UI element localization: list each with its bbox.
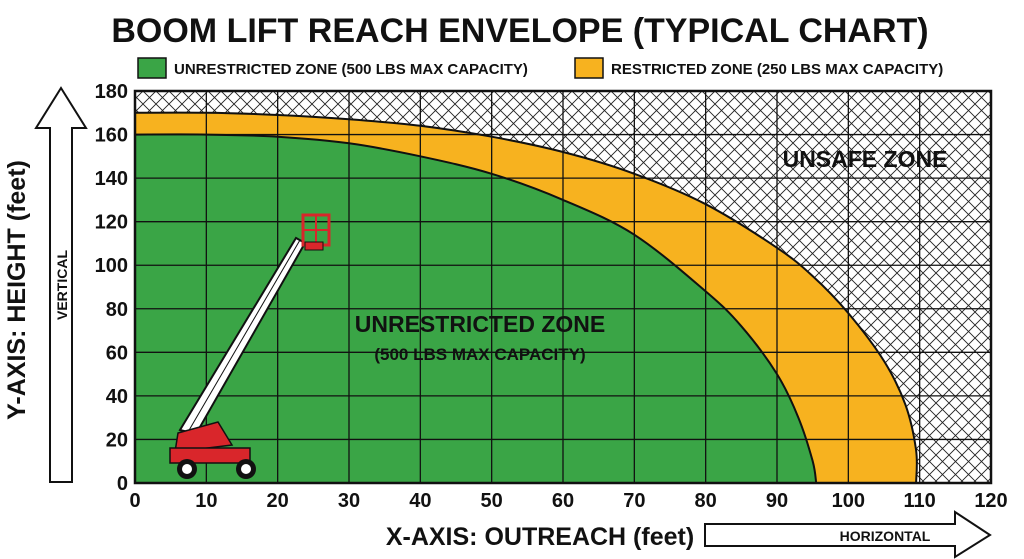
- x-tick-label: 80: [695, 490, 717, 512]
- legend-label-restricted: RESTRICTED ZONE (250 LBS MAX CAPACITY): [611, 61, 943, 78]
- horizontal-arrow-label: HORIZONTAL: [840, 528, 931, 544]
- unsafe-zone-label: UNSAFE ZONE: [783, 146, 948, 172]
- y-tick-label: 40: [106, 386, 128, 408]
- y-tick-label: 100: [95, 255, 128, 277]
- x-tick-labels: 0 10 20 30 40 50 60 70 80 90 100 110 120: [129, 490, 1007, 512]
- boom-lift-icon: [169, 213, 331, 479]
- y-axis-title: Y-AXIS: HEIGHT (feet): [3, 160, 31, 420]
- x-tick-label: 120: [974, 490, 1007, 512]
- x-tick-label: 60: [552, 490, 574, 512]
- x-tick-label: 110: [904, 490, 936, 512]
- legend: UNRESTRICTED ZONE (500 LBS MAX CAPACITY)…: [137, 57, 943, 79]
- vertical-arrow: VERTICAL: [34, 86, 88, 483]
- y-tick-labels: 0 20 40 60 80 100 120 140 160 180: [95, 81, 128, 495]
- y-tick-label: 180: [95, 81, 128, 103]
- x-tick-label: 100: [832, 490, 865, 512]
- legend-swatch-restricted: [574, 57, 604, 79]
- vertical-arrow-label: VERTICAL: [54, 250, 70, 320]
- y-tick-label: 80: [106, 299, 128, 321]
- x-tick-label: 90: [766, 490, 788, 512]
- chart-title: BOOM LIFT REACH ENVELOPE (TYPICAL CHART): [111, 12, 928, 50]
- x-tick-label: 40: [409, 490, 431, 512]
- horizontal-arrow: HORIZONTAL: [704, 510, 992, 559]
- y-tick-label: 0: [117, 473, 128, 495]
- legend-label-unrestricted: UNRESTRICTED ZONE (500 LBS MAX CAPACITY): [174, 61, 528, 78]
- plot-frame: [133, 89, 993, 485]
- x-tick-label: 50: [481, 490, 503, 512]
- y-tick-label: 140: [95, 168, 128, 190]
- x-tick-label: 0: [129, 490, 140, 512]
- y-tick-label: 160: [95, 125, 128, 147]
- legend-swatch-unrestricted: [137, 57, 167, 79]
- y-tick-label: 60: [106, 342, 128, 364]
- y-tick-label: 20: [106, 429, 128, 451]
- x-tick-label: 20: [267, 490, 289, 512]
- y-tick-label: 120: [95, 212, 128, 234]
- unrestricted-zone-capacity: (500 LBS MAX CAPACITY): [374, 345, 585, 364]
- x-tick-label: 10: [195, 490, 217, 512]
- x-tick-label: 30: [338, 490, 360, 512]
- unrestricted-zone-label: UNRESTRICTED ZONE: [355, 311, 605, 337]
- x-tick-label: 70: [623, 490, 645, 512]
- x-axis-title: X-AXIS: OUTREACH (feet): [386, 523, 694, 551]
